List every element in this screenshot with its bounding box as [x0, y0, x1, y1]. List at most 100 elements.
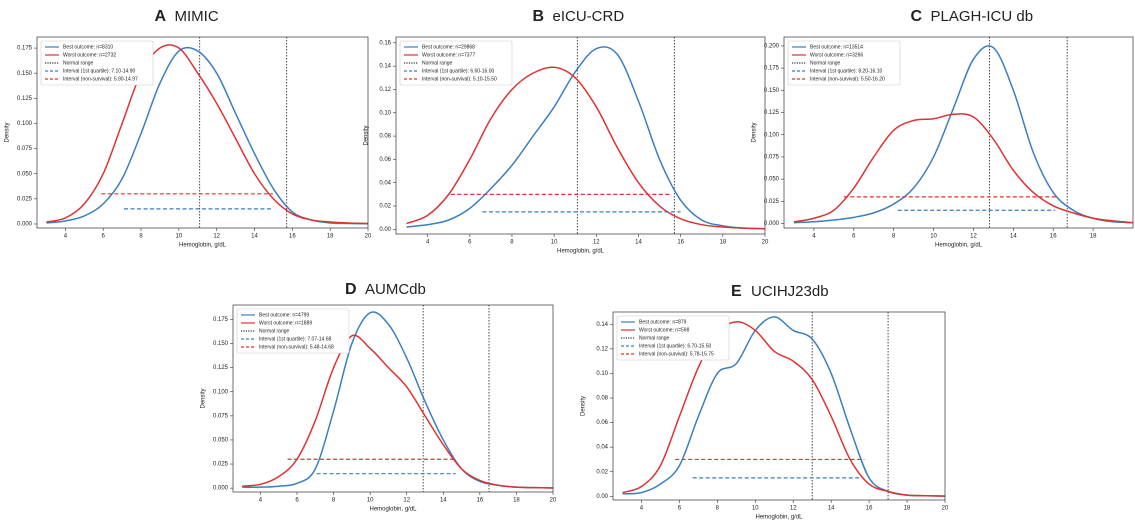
y-tick-label: 0.100 — [17, 121, 33, 127]
y-tick-label: 0.150 — [17, 71, 33, 77]
plot-frame — [36, 36, 369, 229]
legend-label: Worst outcome: n=7377 — [422, 52, 475, 58]
y-tick-label: 0.175 — [764, 66, 780, 72]
legend-label: Interval (1st quartile): 7.10-14.90 — [63, 68, 135, 74]
y-tick-label: 0.16 — [379, 40, 391, 46]
y-tick-label: 0.050 — [17, 171, 33, 177]
y-axis-label: Density — [364, 125, 370, 145]
panel: E UCIHJ23db 0.00 0.02 0.04 0.06 0.08 0.10 0.12 0.… — [581, 283, 949, 521]
y-tick-label: 0.075 — [17, 146, 33, 152]
plot-frame — [612, 311, 946, 501]
legend-label: Normal range — [259, 328, 290, 334]
x-tick-label: 12 — [790, 506, 797, 512]
y-tick-label: 0.000 — [764, 221, 780, 227]
y-axis-label: Density — [201, 388, 207, 408]
x-tick-label: 4 — [64, 234, 68, 240]
legend-label: Normal range — [639, 335, 670, 341]
plot-frame — [783, 36, 1134, 229]
x-tick-label: 18 — [327, 234, 334, 240]
x-tick-label: 4 — [640, 506, 644, 512]
legend-label: Worst outcome: n=3266 — [810, 52, 863, 58]
y-tick-label: 0.08 — [596, 396, 608, 402]
y-tick-label: 0.12 — [379, 87, 391, 93]
legend-label: Best outcome: n=4799 — [259, 312, 309, 318]
y-tick-label: 0.100 — [213, 389, 229, 395]
y-tick-label: 0.125 — [764, 110, 780, 116]
legend-label: Normal range — [810, 60, 841, 66]
y-axis-label: Density — [752, 122, 758, 142]
density-curve — [793, 45, 1133, 224]
panel-letter: B — [533, 8, 545, 25]
x-axis-label: Hemoglobin, g/dL — [179, 243, 227, 249]
y-tick-label: 0.050 — [764, 177, 780, 183]
panel-letter: D — [345, 281, 357, 298]
y-tick-label: 0.125 — [213, 365, 229, 371]
x-tick-label: 4 — [812, 234, 816, 240]
x-tick-label: 18 — [513, 498, 520, 504]
legend-label: Best outcome: n=8310 — [63, 44, 113, 50]
y-tick-label: 0.025 — [213, 462, 229, 468]
x-axis-label: Hemoglobin, g/dL — [755, 515, 803, 521]
legend-label: Interval (non-survival): 5.48-14.68 — [259, 344, 334, 350]
plot-frame — [232, 304, 554, 493]
legend-label: Interval (non-survival): 5.50-16.20 — [810, 76, 885, 82]
y-tick-label: 0.06 — [596, 420, 608, 426]
panel-letter: C — [911, 8, 923, 25]
legend-label: Worst outcome: n=2732 — [63, 52, 116, 58]
legend-box — [40, 40, 154, 86]
x-tick-label: 4 — [426, 240, 430, 246]
x-tick-label: 16 — [289, 234, 296, 240]
y-axis-label: Density — [5, 122, 11, 142]
panel-title: eICU-CRD — [553, 8, 625, 25]
density-curve — [406, 66, 765, 230]
legend-label: Normal range — [422, 60, 453, 66]
y-tick-label: 0.000 — [17, 222, 33, 228]
x-tick-label: 16 — [1050, 234, 1057, 240]
y-tick-label: 0.025 — [764, 199, 780, 205]
x-tick-label: 14 — [251, 234, 258, 240]
legend-label: Interval (1st quartile): 6.70-15.50 — [639, 343, 711, 349]
x-tick-label: 20 — [550, 498, 557, 504]
y-tick-label: 0.10 — [379, 110, 391, 116]
x-axis-label: Hemoglobin, g/dL — [935, 243, 983, 249]
plot-area — [46, 37, 368, 228]
y-tick-label: 0.00 — [596, 494, 608, 500]
y-tick-label: 0.100 — [764, 132, 780, 138]
panel: C PLAGH-ICU db 0.000 0.025 0.050 0.075 0.100 0.… — [752, 8, 1134, 249]
density-curve — [793, 113, 1133, 224]
panel-title: MIMIC — [175, 8, 219, 25]
panel-letter: E — [731, 283, 742, 300]
x-tick-label: 10 — [551, 240, 558, 246]
density-curve — [46, 44, 368, 225]
panel-title: PLAGH-ICU db — [931, 8, 1034, 25]
legend-label: Interval (non-survival): 5.10-15.50 — [422, 76, 497, 82]
plot-area — [793, 37, 1133, 228]
x-axis-label: Hemoglobin, g/dL — [369, 507, 417, 513]
legend-label: Normal range — [63, 60, 94, 66]
x-tick-label: 20 — [365, 234, 372, 240]
x-tick-label: 18 — [1090, 234, 1097, 240]
plot-area — [242, 305, 553, 492]
y-tick-label: 0.14 — [379, 64, 391, 70]
y-axis-label: Density — [581, 396, 587, 416]
density-curve — [622, 321, 945, 497]
x-tick-label: 16 — [866, 506, 873, 512]
legend-box — [787, 40, 901, 86]
panel: A MIMIC 0.000 0.025 0.050 0.075 0.100 0.125 0.15… — [5, 8, 372, 249]
y-tick-label: 0.200 — [764, 43, 780, 49]
x-tick-label: 6 — [468, 240, 472, 246]
x-tick-label: 8 — [139, 234, 143, 240]
legend-label: Interval (non-survival): 5.90-14.97 — [63, 76, 138, 82]
plot-area — [622, 312, 945, 500]
legend-label: Best outcome: n=879 — [639, 319, 687, 325]
x-tick-label: 10 — [752, 506, 759, 512]
y-tick-label: 0.075 — [764, 155, 780, 161]
legend-label: Interval (1st quartile): 7.07-14.68 — [259, 336, 331, 342]
x-tick-label: 14 — [440, 498, 447, 504]
y-tick-label: 0.14 — [596, 322, 608, 328]
y-tick-label: 0.00 — [379, 227, 391, 233]
x-tick-label: 6 — [852, 234, 856, 240]
x-tick-label: 12 — [403, 498, 410, 504]
y-tick-label: 0.02 — [596, 469, 608, 475]
